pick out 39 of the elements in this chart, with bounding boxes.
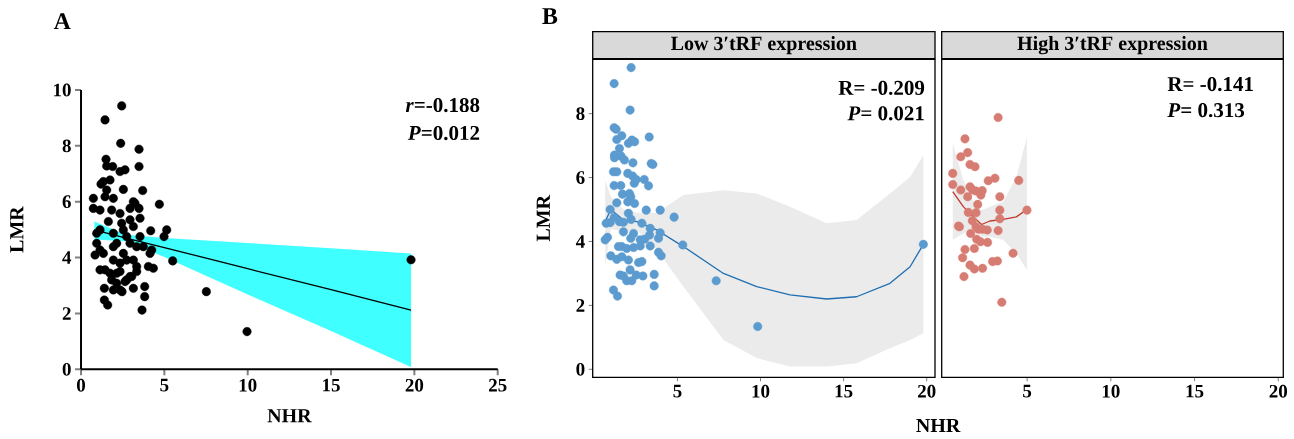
x-tick-label: 20 [405, 378, 424, 392]
x-tick-label: 5 [673, 384, 682, 398]
x-tick-label: 0 [76, 378, 86, 392]
x-tick-label: 10 [752, 384, 770, 398]
y-axis-title: LMR [10, 206, 24, 253]
x-tick-label: 20 [917, 384, 936, 398]
annotation: P= 0.313 [1167, 103, 1245, 118]
chart-title: B [542, 8, 558, 24]
x-tick-label: 25 [489, 378, 507, 392]
annotation: R= -0.209 [838, 80, 925, 96]
x-tick-label: 15 [323, 378, 340, 392]
y-tick-label: 6 [62, 195, 71, 209]
y-tick-label: 0 [576, 362, 585, 376]
x-axis-title: NHR [267, 409, 312, 423]
y-tick-label: 2 [62, 307, 71, 320]
annotation: P=0.012 [407, 125, 480, 141]
x-tick-label: 15 [1186, 384, 1204, 398]
x-tick-label: 10 [1102, 384, 1120, 398]
y-axis-title: LMR [536, 194, 550, 242]
annotation: R= -0.141 [1167, 76, 1253, 92]
x-tick-label: 5 [160, 378, 169, 392]
x-tick-label: 15 [835, 384, 853, 398]
annotation: P= 0.021 [847, 106, 924, 121]
chart-subtitle: High 3′tRF expression [1017, 36, 1208, 55]
chart-subtitle: Low 3′tRF expression [671, 36, 857, 55]
x-tick-label: 20 [1269, 384, 1288, 398]
y-tick-label: 8 [576, 107, 585, 121]
y-tick-label: 6 [576, 171, 585, 184]
x-tick-label: 10 [239, 378, 257, 392]
x-axis-title: NHR [916, 418, 961, 433]
chart-title: A [53, 13, 71, 30]
y-tick-label: 4 [62, 251, 72, 264]
y-tick-label: 8 [62, 139, 71, 153]
y-tick-label: 10 [54, 83, 71, 97]
y-tick-label: 2 [576, 299, 585, 312]
y-tick-label: 4 [575, 235, 585, 248]
y-tick-label: 0 [62, 362, 71, 376]
annotation: r=-0.188 [405, 97, 480, 113]
x-tick-label: 5 [1023, 384, 1032, 398]
